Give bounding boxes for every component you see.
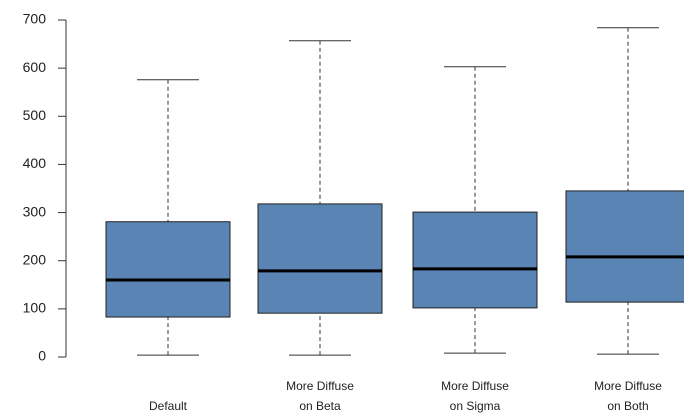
x-tick-label: on Sigma [450,399,501,413]
y-tick-label: 600 [23,59,47,75]
y-tick-label: 300 [23,203,47,219]
x-tick-label: More Diffuse [286,379,354,393]
box [257,203,383,314]
y-tick-label: 700 [23,11,47,27]
box [105,221,231,318]
x-tick-label: on Beta [299,399,341,413]
x-tick-label: More Diffuse [594,379,662,393]
x-tick-label: on Both [607,399,648,413]
box [412,211,538,309]
x-tick-label: More Diffuse [441,379,509,393]
y-tick-label: 100 [23,300,47,316]
box [565,190,684,303]
x-tick-label: Default [149,399,188,413]
y-tick-label: 0 [38,348,46,364]
y-tick-label: 500 [23,107,47,123]
y-tick-label: 400 [23,155,47,171]
y-tick-label: 200 [23,251,47,267]
